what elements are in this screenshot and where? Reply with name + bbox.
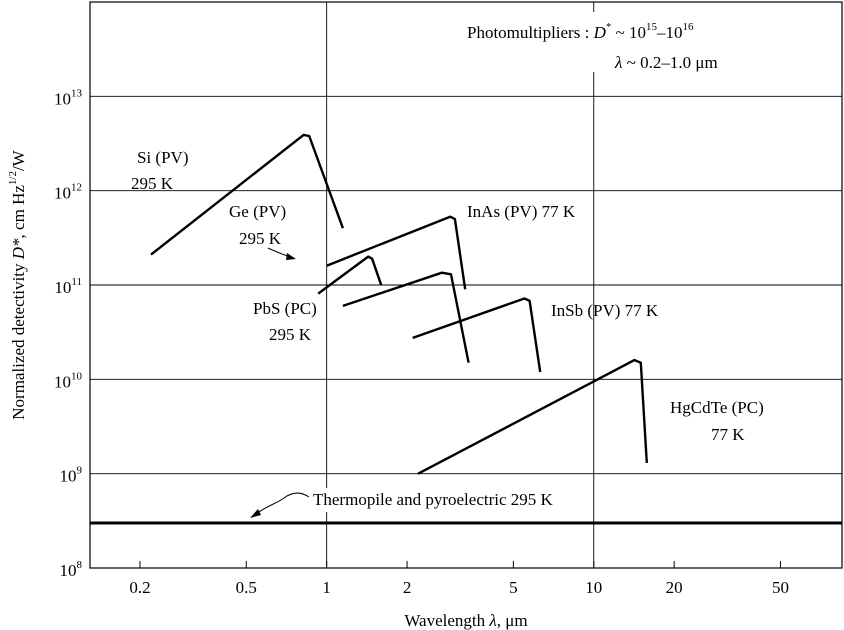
- y-title-unit: , cm Hz: [9, 185, 28, 239]
- y-tick-label-1e12: 1012: [54, 182, 82, 203]
- ge-arrowhead: [286, 253, 296, 260]
- x-title-text: Wavelength: [404, 611, 489, 630]
- x-tick-label-50: 50: [772, 578, 789, 597]
- y-tick-label-1e9: 109: [60, 465, 83, 486]
- y-tick-label-1e11: 1011: [54, 276, 82, 297]
- series-line-hgcdte-pc-77-k: [417, 358, 648, 475]
- pm-e1: 15: [646, 21, 658, 33]
- label-insb: InSb (PV) 77 K: [551, 301, 659, 320]
- x-tick-label-20: 20: [666, 578, 683, 597]
- lr-text: ~ 0.2–1.0: [622, 53, 695, 72]
- label-pbs-line1: PbS (PC): [253, 299, 317, 318]
- y-title-tail: /W: [9, 149, 28, 171]
- x-tick-label-1: 1: [322, 578, 331, 597]
- series-line-insb-pv-77-k: [412, 297, 542, 373]
- label-pbs-line2: 295 K: [269, 325, 312, 344]
- photomultiplier-note: Photomultipliers : D* ~ 1015–1016: [467, 21, 694, 42]
- pm-prefix: Photomultipliers :: [467, 23, 594, 42]
- lr-unit: μm: [695, 53, 717, 72]
- gridlines: [90, 2, 842, 568]
- thermopile-leader-arrow: [255, 492, 310, 515]
- x-title-sym: λ: [488, 611, 496, 630]
- lr-sym: λ: [614, 53, 622, 72]
- x-tick-label-0.2: 0.2: [129, 578, 150, 597]
- y-tick-label-1e10: 1010: [54, 370, 83, 391]
- x-tick-label-2: 2: [403, 578, 412, 597]
- x-tick-label-5: 5: [509, 578, 518, 597]
- label-ge-line2: 295 K: [239, 229, 282, 248]
- y-title-sym: D*: [9, 238, 28, 260]
- y-axis-ticks: 108 109 1010 1011 1012 1013: [54, 87, 83, 580]
- series-line-ge-pv-295-k: [317, 255, 383, 295]
- pm-mid: ~ 10: [611, 23, 646, 42]
- x-axis-ticks: 0.2 0.5 1 2 5 10 20 50: [129, 561, 789, 597]
- thermopile-arrowhead: [250, 509, 261, 518]
- pm-symsup: *: [606, 21, 612, 33]
- photomultiplier-bg: [462, 12, 838, 72]
- y-title-sup: 1/2: [7, 171, 19, 185]
- label-thermopile-bg: [308, 488, 592, 512]
- y-tick-label-1e13: 1013: [54, 87, 83, 108]
- series-line-si-pv-295-k: [150, 133, 345, 256]
- label-inas: InAs (PV) 77 K: [467, 202, 576, 221]
- pm-e2: 16: [683, 21, 695, 33]
- label-si-line1: Si (PV): [137, 148, 188, 167]
- x-tick-label-0.5: 0.5: [236, 578, 257, 597]
- y-axis-title: Normalized detectivity D*, cm Hz1/2/W: [7, 149, 28, 419]
- label-ge-line1: Ge (PV): [229, 202, 286, 221]
- x-title-unit: , μm: [497, 611, 528, 630]
- label-hgcdte-line1: HgCdTe (PC): [670, 398, 764, 417]
- x-axis-title: Wavelength λ, μm: [404, 611, 527, 630]
- lambda-range-note: λ ~ 0.2–1.0 μm: [614, 53, 718, 72]
- series-lines: [90, 133, 842, 525]
- series-line-pbs-pc-295-k: [342, 271, 470, 363]
- y-title-text: Normalized detectivity: [9, 259, 28, 420]
- y-tick-label-1e8: 108: [60, 559, 83, 580]
- pm-dash: –10: [656, 23, 683, 42]
- label-si-line2: 295 K: [131, 174, 174, 193]
- series-line-inas-pv-77-k: [326, 215, 467, 290]
- x-tick-label-10: 10: [585, 578, 602, 597]
- pm-sym: D: [593, 23, 607, 42]
- label-hgcdte-line2: 77 K: [711, 425, 745, 444]
- label-thermopile: Thermopile and pyroelectric 295 K: [313, 490, 554, 509]
